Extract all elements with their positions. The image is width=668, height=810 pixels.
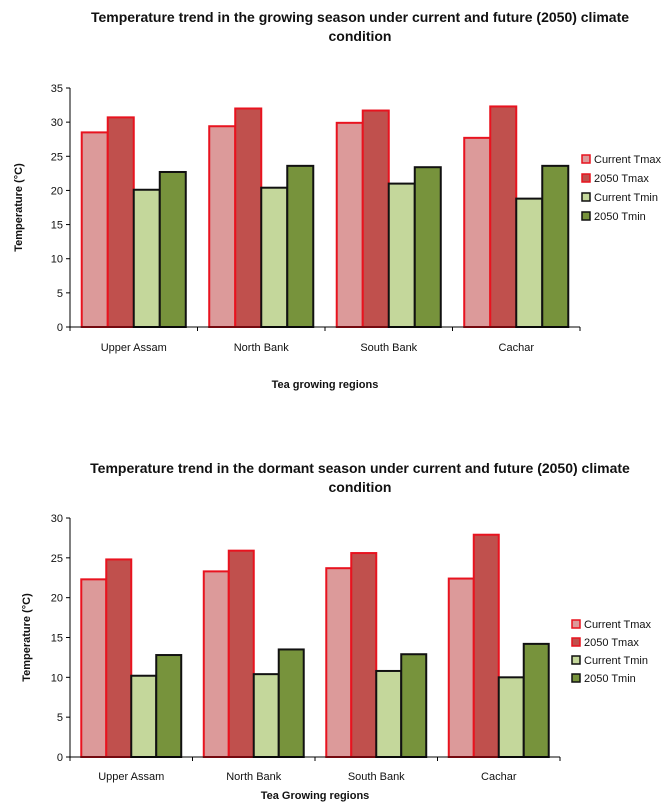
y-tick-label: 30 <box>51 117 63 129</box>
legend-label: Current Tmin <box>584 655 648 667</box>
bar-current-tmin-cachar <box>515 197 544 328</box>
bar-current-tmin-north-bank <box>260 186 289 328</box>
x-category-label: Cachar <box>499 342 535 354</box>
bar-2050-tmin-upper-assam <box>155 654 183 758</box>
bar-current-tmax-south-bank <box>325 567 353 758</box>
bar-current-tmax-upper-assam <box>80 578 108 758</box>
x-axis-title: Tea Growing regions <box>261 790 370 802</box>
bar-current-tmax-upper-assam <box>80 131 109 328</box>
legend-swatch <box>571 637 581 647</box>
legend-label: 2050 Tmin <box>584 673 636 685</box>
x-category-label: South Bank <box>360 342 417 354</box>
bar-current-tmin-south-bank <box>375 669 403 759</box>
legend-label: 2050 Tmax <box>584 637 639 649</box>
legend-swatch <box>571 655 581 665</box>
bar-2050-tmin-north-bank <box>277 648 305 758</box>
dormant-season-plot: 0 5 10 15 20 25 30 Upper Assam North Bank South B… <box>21 513 652 802</box>
chart-title: Temperature trend in the growing season … <box>90 9 630 44</box>
bar-2050-tmax-north-bank <box>227 549 255 758</box>
bar-2050-tmax-cachar <box>489 105 518 328</box>
bar-2050-tmin-south-bank <box>400 653 428 758</box>
bar-2050-tmax-south-bank <box>350 552 378 758</box>
bar-2050-tmin-north-bank <box>286 164 315 328</box>
bar-current-tmin-upper-assam <box>132 188 161 328</box>
bar-2050-tmax-upper-assam <box>105 558 133 759</box>
bar-2050-tmax-cachar <box>472 533 500 759</box>
bar-2050-tmin-cachar <box>522 642 550 758</box>
bar-2050-tmax-south-bank <box>361 109 390 328</box>
y-tick-label: 25 <box>51 553 63 565</box>
dormant-season-chart: Temperature trend in the dormant season … <box>0 455 668 810</box>
chart-title: Temperature trend in the dormant season … <box>90 460 630 495</box>
bar-2050-tmax-upper-assam <box>106 116 135 328</box>
x-category-label: Upper Assam <box>98 771 164 783</box>
legend-label: 2050 Tmax <box>594 173 649 185</box>
y-tick-label: 15 <box>51 220 63 232</box>
y-axis-title: Temperature (°C) <box>13 163 25 252</box>
bar-2050-tmin-upper-assam <box>158 170 187 328</box>
bar-current-tmin-north-bank <box>252 673 280 758</box>
x-category-label: North Bank <box>226 771 282 783</box>
bar-2050-tmin-south-bank <box>413 166 442 328</box>
x-category-label: Upper Assam <box>101 342 167 354</box>
bar-current-tmax-cachar <box>447 577 475 758</box>
bar-current-tmax-cachar <box>463 136 492 328</box>
growing-season-chart: Temperature trend in the growing season … <box>0 0 668 400</box>
y-tick-label: 0 <box>57 322 63 334</box>
y-axis-title: Temperature (°C) <box>21 593 33 682</box>
bar-current-tmax-north-bank <box>202 570 230 758</box>
x-category-label: Cachar <box>481 771 517 783</box>
legend-swatch <box>581 173 591 183</box>
y-tick-label: 0 <box>57 752 63 764</box>
x-category-label: South Bank <box>348 771 405 783</box>
y-tick-label: 10 <box>51 254 63 266</box>
y-tick-label: 15 <box>51 633 63 645</box>
bar-current-tmin-cachar <box>497 676 525 758</box>
bar-current-tmin-south-bank <box>387 182 416 328</box>
y-tick-label: 25 <box>51 151 63 163</box>
legend-label: 2050 Tmin <box>594 211 646 223</box>
y-tick-label: 35 <box>51 83 63 95</box>
y-tick-label: 5 <box>57 288 63 300</box>
legend-swatch <box>571 673 581 683</box>
y-tick-label: 20 <box>51 593 63 605</box>
x-axis-title: Tea growing regions <box>272 379 379 391</box>
legend-label: Current Tmax <box>594 154 662 166</box>
bar-current-tmax-north-bank <box>208 125 237 328</box>
legend-swatch <box>581 154 591 164</box>
legend-label: Current Tmin <box>594 192 658 204</box>
y-tick-label: 10 <box>51 672 63 684</box>
y-tick-label: 20 <box>51 185 63 197</box>
y-tick-label: 30 <box>51 513 63 525</box>
legend-swatch <box>581 192 591 202</box>
bar-current-tmax-south-bank <box>335 121 364 328</box>
y-tick-label: 5 <box>57 712 63 724</box>
bar-2050-tmax-north-bank <box>234 107 263 328</box>
legend-swatch <box>581 211 591 221</box>
legend-label: Current Tmax <box>584 619 652 631</box>
growing-season-plot: 0 5 10 15 20 25 30 35 Upper Assam North Bank South… <box>13 83 662 391</box>
bar-2050-tmin-cachar <box>541 164 570 328</box>
bar-current-tmin-upper-assam <box>130 674 158 759</box>
x-category-label: North Bank <box>234 342 290 354</box>
legend-swatch <box>571 619 581 629</box>
